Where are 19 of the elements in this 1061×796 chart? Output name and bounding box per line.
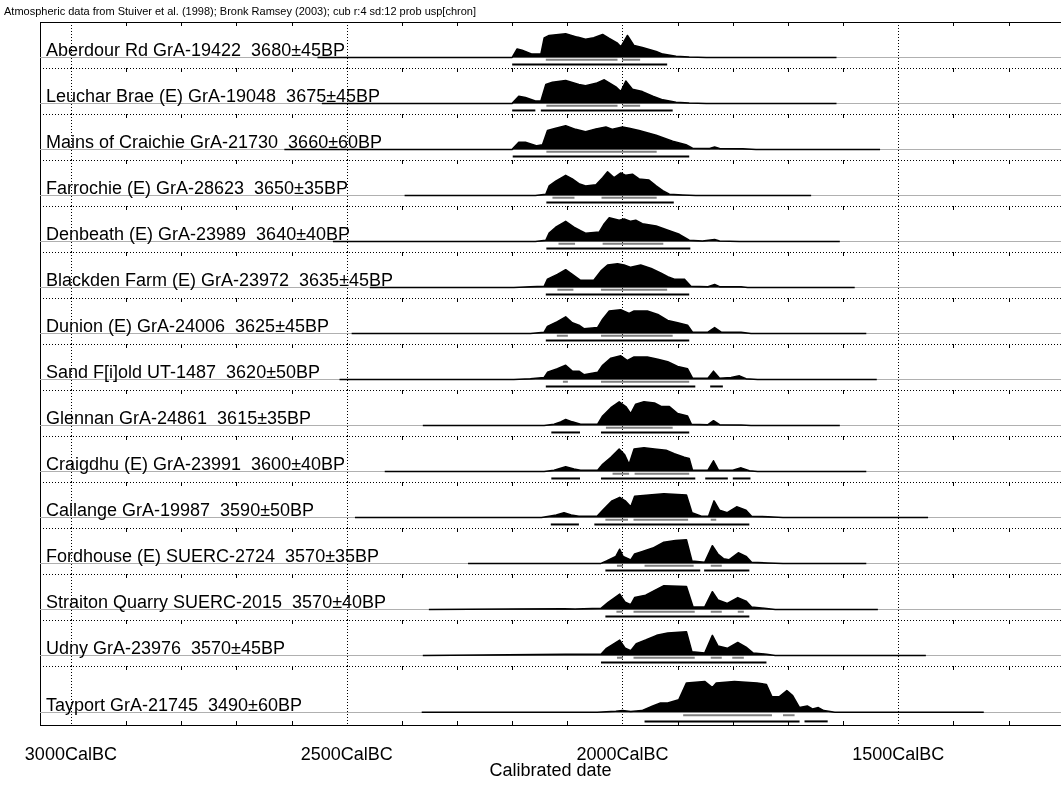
chart-title: Callange GrA-19987 3590±50BP (46, 500, 315, 521)
x-tick-label: 1500CalBC (852, 743, 945, 764)
text: Atmospheric data from Stuiver et al. (1998); Bronk Ramsey (2003); cub r:4 sd:12 prob usp[chron] (3, 4, 477, 19)
chart-title: Mains of Craichie GrA-21730 3660±60BP (46, 132, 383, 153)
chart-title: Fordhouse (E) SUERC-2724 3570±35BP (46, 546, 380, 567)
chart-title: Denbeath (E) GrA-23989 3640±40BP (46, 224, 351, 245)
chart-title: Udny GrA-23976 3570±45BP (46, 638, 286, 659)
chart-title: Glennan GrA-24861 3615±35BP (46, 408, 312, 429)
chart-title: Craigdhu (E) GrA-23991 3600±40BP (46, 454, 346, 475)
x-tick-label: 2500CalBC (300, 743, 393, 764)
x-tick-label: 3000CalBC (24, 743, 117, 764)
chart-title: Blackden Farm (E) GrA-23972 3635±45BP (46, 270, 394, 291)
chart-title: Aberdour Rd GrA-19422 3680±45BP (46, 40, 346, 61)
chart-title: Sand F[i]old UT-1487 3620±50BP (46, 362, 321, 383)
chart-title: Straiton Quarry SUERC-2015 3570±40BP (46, 592, 387, 613)
text: Tayport GrA-21745 3490±60BP (46, 695, 303, 716)
chart-title: Dunion (E) GrA-24006 3625±45BP (46, 316, 330, 337)
chart-title: Leuchar Brae (E) GrA-19048 3675±45BP (46, 86, 381, 107)
chart-title: Farrochie (E) GrA-28623 3650±35BP (46, 178, 349, 199)
